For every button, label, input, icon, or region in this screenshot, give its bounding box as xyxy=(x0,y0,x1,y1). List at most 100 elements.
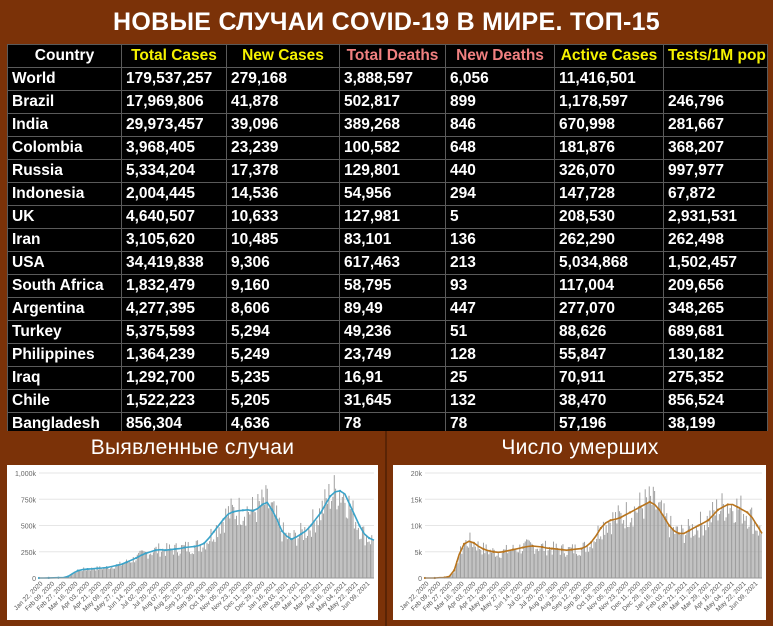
cases-bar xyxy=(368,541,370,578)
deaths-ytick-label: 20k xyxy=(411,471,423,478)
cases-bar xyxy=(178,555,180,578)
table-cell-total-cases: 3,105,620 xyxy=(121,228,227,252)
deaths-bar xyxy=(508,551,510,578)
table-row: UK 4,640,507 10,633 127,981 5 208,530 2,931,53… xyxy=(7,205,768,229)
cases-bar xyxy=(348,495,350,578)
deaths-bar xyxy=(472,547,474,578)
deaths-bar xyxy=(550,549,552,578)
deaths-bar xyxy=(725,517,727,578)
deaths-bar xyxy=(606,532,608,578)
deaths-bar xyxy=(456,561,457,578)
deaths-bar xyxy=(524,541,526,578)
cases-bar xyxy=(371,535,373,578)
deaths-bar xyxy=(511,550,513,578)
deaths-bar xyxy=(549,547,550,578)
cases-bar xyxy=(298,535,300,578)
deaths-bar xyxy=(567,547,569,578)
deaths-average-point xyxy=(492,550,495,553)
deaths-bar xyxy=(543,550,545,578)
cases-bar xyxy=(144,551,146,578)
deaths-bar xyxy=(625,502,627,578)
deaths-bar xyxy=(515,549,517,578)
cases-bar xyxy=(217,537,219,578)
deaths-average-point xyxy=(541,545,544,549)
deaths-bar xyxy=(623,520,625,578)
cases-bar xyxy=(246,506,248,578)
deaths-average-point xyxy=(511,548,515,551)
deaths-bar xyxy=(658,502,660,578)
cases-bar xyxy=(319,508,320,578)
deaths-bar xyxy=(613,520,615,578)
deaths-bar xyxy=(481,554,483,578)
cases-bar xyxy=(311,536,312,578)
deaths-average-point xyxy=(599,527,602,530)
deaths-bar xyxy=(693,536,695,578)
deaths-bar xyxy=(513,550,515,578)
table-cell-active-cases: 117,004 xyxy=(554,274,664,298)
table-cell-tests-per-1m: 67,872 xyxy=(663,182,768,206)
cases-bar xyxy=(316,520,318,578)
deaths-bar xyxy=(612,512,614,578)
table-cell-tests-per-1m: 997,977 xyxy=(663,159,768,183)
deaths-average-point xyxy=(589,541,593,544)
table-row: Russia 5,334,204 17,378 129,801 440 326,070 99… xyxy=(7,159,768,183)
deaths-bar xyxy=(636,512,638,578)
cases-bar xyxy=(151,555,153,578)
deaths-bar xyxy=(752,533,754,578)
deaths-bar xyxy=(570,547,572,578)
table-row: Indonesia 2,004,445 14,536 54,956 294 147,728… xyxy=(7,182,768,206)
deaths-bar xyxy=(520,553,522,578)
cases-bar xyxy=(281,541,283,578)
table-cell-total-deaths: 23,749 xyxy=(339,343,446,367)
deaths-bar xyxy=(555,543,557,578)
deaths-bar xyxy=(668,537,670,578)
deaths-bar xyxy=(535,549,537,578)
cases-bar xyxy=(339,491,341,578)
cases-bar xyxy=(270,502,272,578)
cases-bar xyxy=(99,566,101,578)
deaths-bar xyxy=(476,550,478,578)
table-cell-country: Brazil xyxy=(7,90,122,114)
table-cell-country: Indonesia xyxy=(7,182,122,206)
cases-bar xyxy=(241,524,243,578)
table-cell-new-deaths: 447 xyxy=(445,297,555,321)
cases-bar xyxy=(365,535,367,578)
deaths-bar xyxy=(662,514,664,578)
deaths-bar xyxy=(710,522,712,578)
deaths-bar xyxy=(670,515,672,578)
deaths-bar xyxy=(740,495,742,578)
table-cell-active-cases: 147,728 xyxy=(554,182,664,206)
cases-bar xyxy=(237,525,239,578)
cases-bar xyxy=(79,569,81,578)
deaths-bar xyxy=(592,548,594,578)
cases-bar xyxy=(158,543,160,578)
deaths-bar xyxy=(654,490,656,578)
cases-bar xyxy=(126,559,128,578)
deaths-bar xyxy=(646,497,648,578)
deaths-average-point xyxy=(668,524,671,527)
deaths-bar xyxy=(489,549,491,578)
cases-bar xyxy=(355,521,357,578)
table-cell-tests-per-1m: 368,207 xyxy=(663,136,768,160)
cases-bar xyxy=(173,554,174,578)
deaths-bar xyxy=(691,524,693,578)
cases-average-point xyxy=(212,530,215,533)
cases-bar xyxy=(286,539,288,578)
cases-bar xyxy=(181,545,182,578)
deaths-bar xyxy=(724,520,726,578)
table-cell-country: Russia xyxy=(7,159,122,183)
cases-bar xyxy=(313,519,315,578)
table-cell-new-cases: 39,096 xyxy=(226,113,340,137)
deaths-chart-box: 0 5k 10k 15k 20k Jan 22, 2020 Feb 09, 2020 Feb … xyxy=(393,465,766,620)
deaths-average-point xyxy=(756,524,759,527)
cases-bar xyxy=(197,540,199,578)
column-header-active-cases: Active Cases xyxy=(554,44,664,68)
deaths-bar xyxy=(516,552,518,578)
table-cell-active-cases: 5,034,868 xyxy=(554,251,664,275)
cases-bar xyxy=(353,528,355,578)
deaths-bar xyxy=(737,509,739,578)
cases-bar xyxy=(211,541,213,578)
table-cell-tests-per-1m: 281,667 xyxy=(663,113,768,137)
cases-bar xyxy=(199,545,201,578)
deaths-bar xyxy=(631,517,633,578)
